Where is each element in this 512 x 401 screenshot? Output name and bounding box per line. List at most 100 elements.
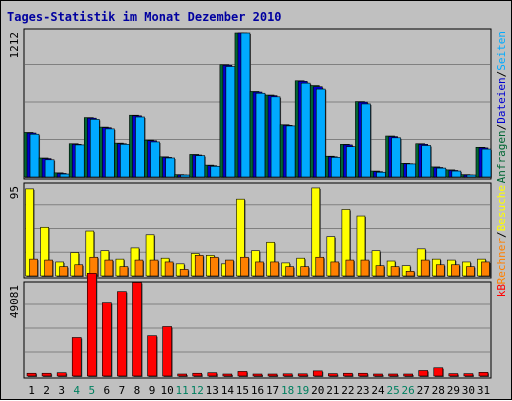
bar-rechner-day-13 [210, 256, 219, 277]
bar-kb-day-11 [177, 373, 187, 377]
bar-rechner-day-20 [315, 256, 325, 277]
bar-kb-day-7 [117, 291, 127, 377]
series-label-anfragen: Anfragen [495, 130, 508, 183]
day-label-20: 20 [311, 384, 324, 397]
day-label-11: 11 [176, 384, 189, 397]
bar-kb-day-12 [192, 372, 203, 377]
bar-seiten-day-20 [315, 88, 326, 178]
bar-seiten-day-18 [285, 125, 296, 178]
bar-kb-day-5 [86, 273, 97, 377]
day-label-12: 12 [191, 384, 204, 397]
bar-kb-day-18 [282, 373, 293, 377]
bar-kb-day-10 [162, 326, 172, 377]
bar-kb-day-8 [132, 282, 142, 377]
day-label-26: 26 [402, 384, 415, 397]
chart-title: Tages-Statistik im Monat Dezember 2010 [7, 10, 282, 24]
day-label-22: 22 [341, 384, 354, 397]
day-label-14: 14 [221, 384, 235, 397]
day-label-13: 13 [206, 384, 219, 397]
bar-seiten-day-23 [361, 103, 371, 178]
panel-bottom-background [23, 281, 492, 379]
bar-rechner-day-28 [435, 264, 445, 277]
day-label-27: 27 [417, 384, 430, 397]
bar-seiten-day-22 [346, 146, 356, 178]
bar-rechner-day-4 [74, 264, 84, 277]
panel-middle-ymax-label: 95 [8, 186, 21, 199]
bar-seiten-day-6 [105, 128, 115, 178]
day-label-29: 29 [447, 384, 460, 397]
series-label-separator: / [495, 231, 508, 238]
bar-kb-day-29 [448, 373, 459, 377]
day-label-8: 8 [134, 384, 141, 397]
bar-kb-day-1 [26, 372, 37, 377]
bar-seiten-day-12 [195, 155, 206, 178]
bar-rechner-day-8 [134, 259, 144, 277]
day-label-24: 24 [371, 384, 385, 397]
bar-rechner-day-22 [345, 259, 355, 277]
bar-seiten-day-29 [451, 170, 462, 178]
bar-seiten-day-21 [331, 157, 341, 178]
day-label-28: 28 [432, 384, 445, 397]
day-label-9: 9 [149, 384, 156, 397]
bar-kb-day-25 [388, 373, 398, 377]
bar-seiten-day-17 [270, 96, 281, 178]
bar-kb-day-27 [418, 370, 429, 377]
bar-seiten-day-14 [225, 66, 236, 178]
bar-seiten-day-13 [210, 166, 221, 178]
bar-kb-day-21 [328, 373, 338, 377]
bar-rechner-day-21 [330, 261, 340, 277]
bar-kb-day-15 [237, 371, 248, 377]
bar-kb-day-28 [433, 367, 444, 377]
bar-seiten-day-16 [255, 92, 266, 178]
day-label-18: 18 [281, 384, 294, 397]
bar-seiten-day-26 [406, 163, 416, 178]
bar-seiten-day-27 [421, 145, 432, 178]
bar-rechner-day-3 [59, 266, 68, 277]
bar-kb-day-3 [56, 372, 67, 377]
day-label-15: 15 [236, 384, 249, 397]
bar-seiten-day-11 [180, 174, 190, 178]
day-label-4: 4 [73, 384, 80, 397]
panels-layer: 1212Anfragen/Dateien/Seiten95Rechner/Bes… [8, 28, 508, 379]
bar-rechner-day-10 [164, 261, 174, 277]
bar-rechner-day-15 [240, 256, 249, 277]
bar-seiten-day-1 [29, 133, 40, 178]
series-label-seiten: Seiten [495, 31, 508, 71]
bar-kb-day-24 [373, 373, 383, 377]
bar-kb-day-6 [102, 302, 112, 377]
bar-kb-day-26 [403, 373, 413, 377]
bar-rechner-day-12 [194, 255, 204, 277]
bar-rechner-day-29 [451, 264, 460, 277]
bar-seiten-day-15 [240, 32, 251, 178]
day-label-19: 19 [296, 384, 309, 397]
bar-kb-day-23 [358, 372, 368, 377]
bar-rechner-day-9 [149, 259, 159, 277]
bar-rechner-day-30 [466, 266, 475, 277]
panel-middle: 95 Rechner/Besuche [8, 182, 508, 284]
day-label-31: 31 [477, 384, 490, 397]
bar-rechner-day-6 [104, 259, 114, 277]
bar-seiten-day-31 [481, 148, 492, 178]
day-label-6: 6 [104, 384, 111, 397]
series-label-dateien: Dateien [495, 77, 508, 123]
day-label-23: 23 [356, 384, 369, 397]
panel-bottom-ymax-label: 49081 [8, 285, 21, 318]
bar-rechner-day-19 [300, 266, 309, 277]
bar-seiten-day-10 [165, 157, 175, 178]
day-label-21: 21 [326, 384, 339, 397]
bar-rechner-day-1 [29, 258, 38, 277]
bar-seiten-day-9 [150, 141, 160, 178]
bar-seiten-day-4 [74, 144, 85, 178]
bar-rechner-day-2 [44, 259, 53, 277]
day-label-25: 25 [386, 384, 399, 397]
day-label-2: 2 [43, 384, 50, 397]
bar-rechner-day-23 [360, 259, 370, 277]
bar-seiten-day-8 [135, 116, 145, 178]
day-label-17: 17 [266, 384, 279, 397]
bar-kb-day-31 [478, 372, 489, 377]
bar-rechner-day-26 [405, 271, 415, 277]
bar-seiten-day-3 [59, 173, 70, 178]
bar-kb-day-30 [463, 373, 474, 377]
